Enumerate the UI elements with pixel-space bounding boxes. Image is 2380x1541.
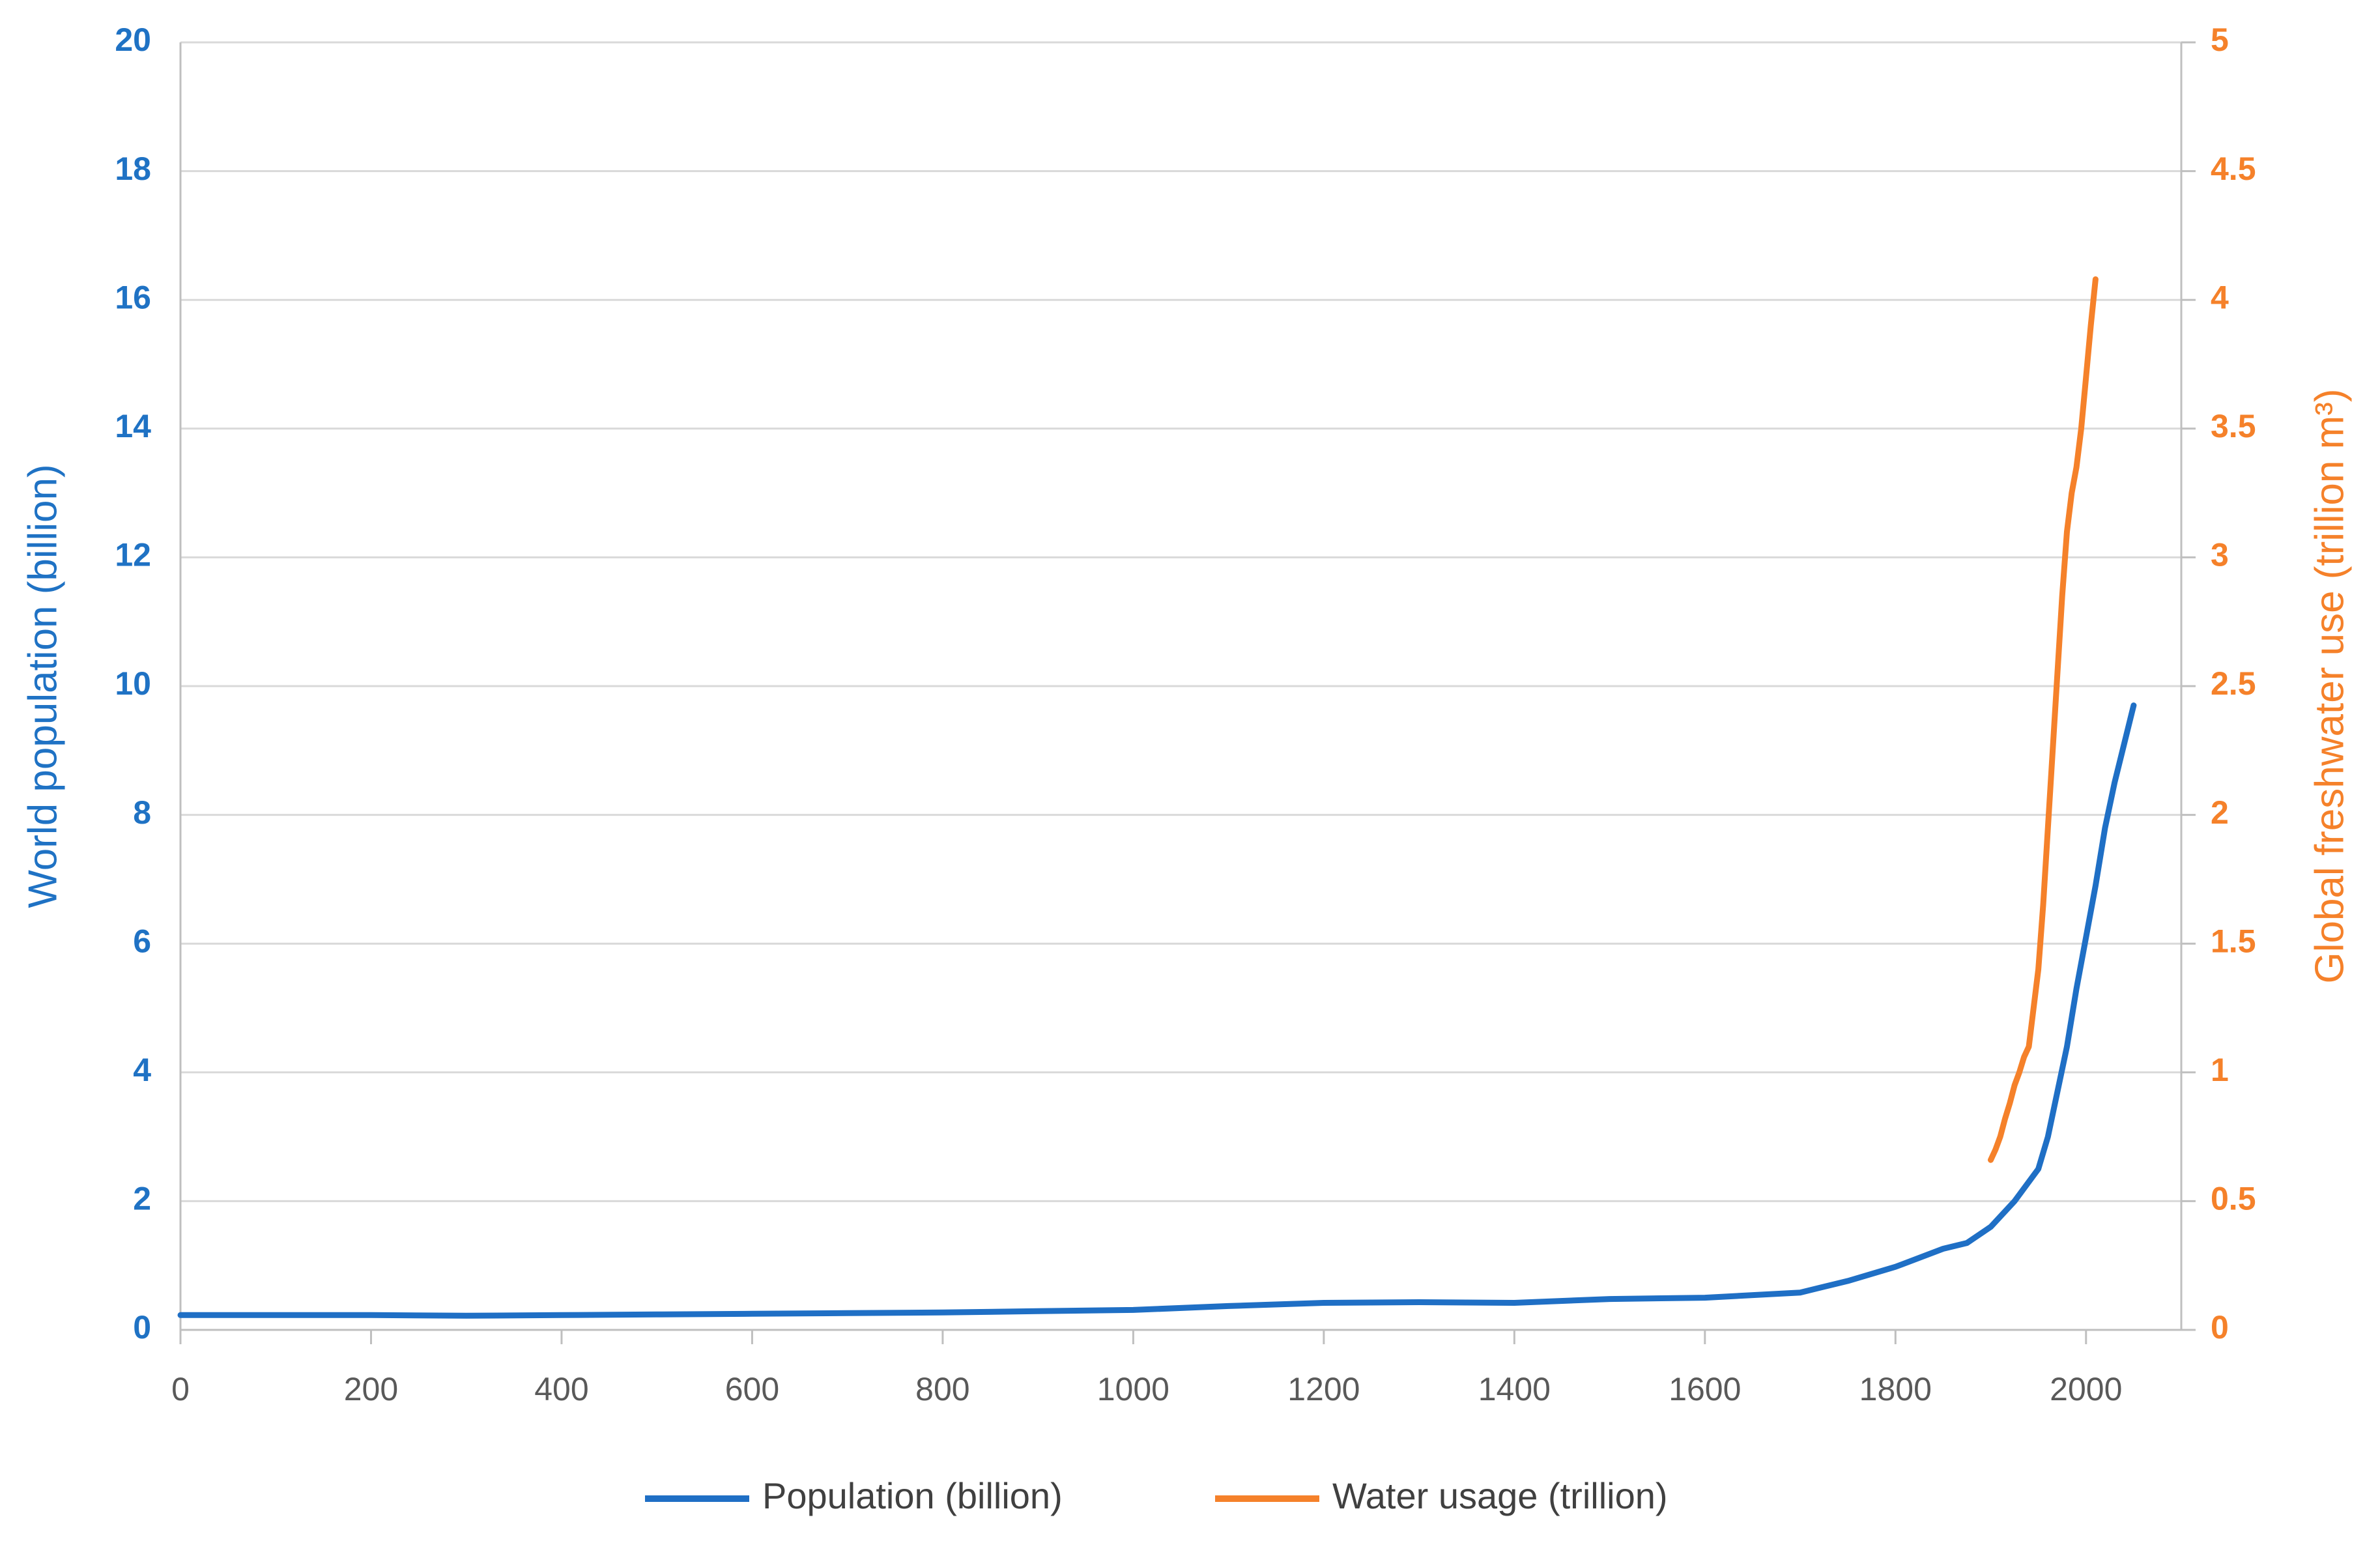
y2-tick-label: 0: [2211, 1309, 2229, 1346]
x-tick-label: 600: [725, 1371, 779, 1407]
y-tick-label: 12: [115, 537, 151, 573]
x-tick-label: 400: [534, 1371, 588, 1407]
legend-label: Water usage (trillion): [1332, 1475, 1668, 1516]
y-tick-label: 4: [133, 1052, 151, 1088]
x-tick-label: 1600: [1669, 1371, 1741, 1407]
y-axis-title: World population (billion): [20, 464, 65, 908]
x-tick-label: 1200: [1287, 1371, 1360, 1407]
y2-tick-label: 3: [2211, 537, 2229, 573]
y2-tick-label: 4.5: [2211, 151, 2256, 187]
y-tick-label: 20: [115, 22, 151, 58]
y-tick-label: 0: [133, 1309, 151, 1346]
y2-tick-label: 0.5: [2211, 1181, 2256, 1217]
y2-axis-title: Global freshwater use (trillion m³): [2307, 388, 2352, 983]
legend-label: Population (billion): [762, 1475, 1063, 1516]
y2-tick-label: 2.5: [2211, 665, 2256, 702]
y-tick-label: 10: [115, 665, 151, 702]
y-tick-label: 18: [115, 151, 151, 187]
y2-tick-label: 1: [2211, 1052, 2229, 1088]
y-tick-label: 14: [115, 408, 151, 444]
x-tick-label: 1400: [1478, 1371, 1551, 1407]
x-tick-label: 0: [171, 1371, 190, 1407]
x-tick-label: 1800: [1859, 1371, 1932, 1407]
x-tick-label: 200: [344, 1371, 398, 1407]
y-tick-label: 6: [133, 923, 151, 959]
x-tick-label: 800: [915, 1371, 969, 1407]
y2-tick-label: 5: [2211, 22, 2229, 58]
y-tick-label: 8: [133, 794, 151, 831]
x-tick-label: 1000: [1097, 1371, 1169, 1407]
y-tick-label: 2: [133, 1181, 151, 1217]
y2-tick-label: 4: [2211, 279, 2229, 315]
y-tick-label: 16: [115, 279, 151, 315]
y2-tick-label: 2: [2211, 794, 2229, 831]
series-line: [1988, 276, 2099, 1163]
series-line: [177, 702, 2137, 1319]
x-tick-label: 2000: [2050, 1371, 2122, 1407]
y2-tick-label: 3.5: [2211, 408, 2256, 444]
y2-tick-label: 1.5: [2211, 923, 2256, 959]
